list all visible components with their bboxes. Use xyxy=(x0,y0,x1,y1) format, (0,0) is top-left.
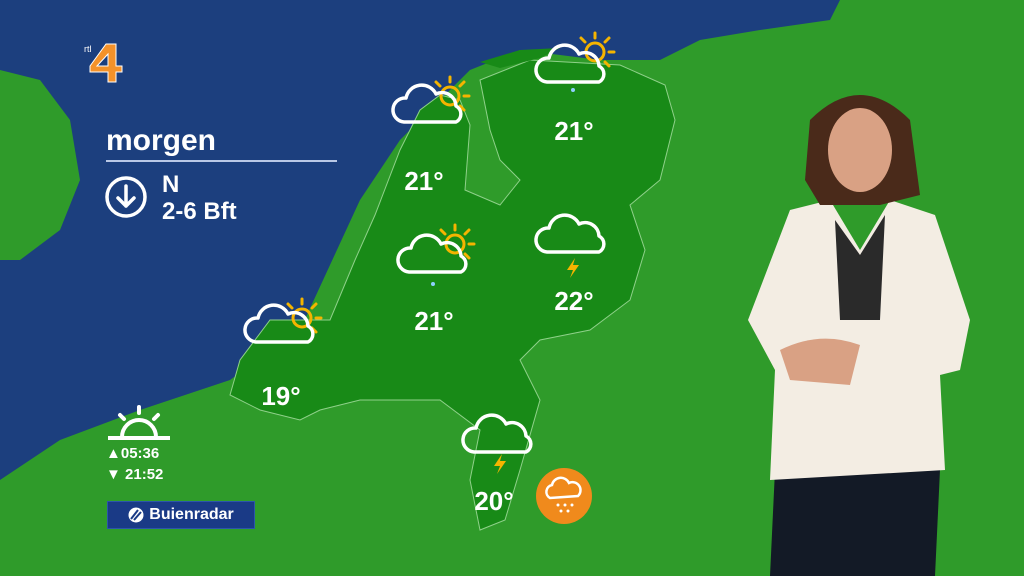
wadden-islands xyxy=(480,48,560,68)
sunrise-time-row: ▲05:36 xyxy=(106,445,159,462)
heavy-rain-badge xyxy=(536,468,592,524)
wind-force: 2-6 Bft xyxy=(162,198,237,225)
buienradar-logo: Buienradar xyxy=(107,501,255,529)
rtl4-logo: rtl xyxy=(84,43,123,83)
temp-label: 20° xyxy=(474,486,513,516)
divider xyxy=(106,160,337,162)
sunset-time: 21:52 xyxy=(125,466,164,483)
temp-label: 21° xyxy=(404,166,443,196)
partly-cloudy-drizzle-icon xyxy=(396,223,476,286)
land-britain xyxy=(0,70,80,260)
arrow-down-circle-icon xyxy=(105,176,147,218)
sunrise-time: 05:36 xyxy=(120,445,160,462)
presenter xyxy=(748,95,970,576)
buienradar-icon xyxy=(128,507,144,523)
period-title: morgen xyxy=(106,124,217,157)
temp-label: 22° xyxy=(554,286,593,316)
wind-direction: N xyxy=(162,171,180,198)
sunrise-icon xyxy=(108,405,170,440)
temp-label: 21° xyxy=(414,306,453,336)
triangle-up-icon: ▲ xyxy=(106,445,121,462)
sponsor-name: Buienradar xyxy=(149,506,234,523)
sunset-time-row: ▼ 21:52 xyxy=(106,466,163,483)
temp-label: 19° xyxy=(261,381,300,411)
partly-cloudy-drizzle-icon xyxy=(534,31,616,92)
svg-text:rtl: rtl xyxy=(84,44,92,54)
triangle-down-icon: ▼ xyxy=(106,466,121,483)
temp-label: 21° xyxy=(554,116,593,146)
land-netherlands xyxy=(229,59,676,531)
